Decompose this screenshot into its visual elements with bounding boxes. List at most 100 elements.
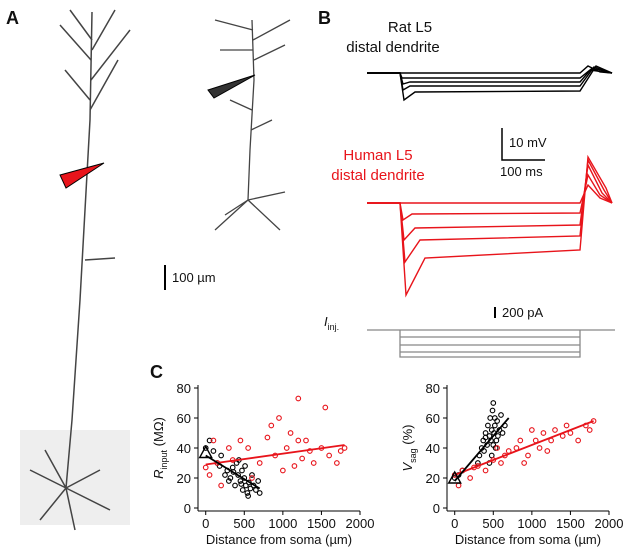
point: [517, 437, 524, 444]
point: [310, 460, 317, 466]
point: [256, 490, 263, 496]
point: [491, 415, 498, 421]
label-unit: (%): [400, 424, 415, 448]
human-traces: [367, 154, 613, 298]
label-unit: (MΩ): [151, 417, 166, 450]
panel-label: C: [150, 362, 163, 382]
label-main: R: [151, 469, 166, 478]
point: [226, 478, 232, 484]
point: [268, 422, 275, 429]
point: [226, 445, 232, 451]
scale-label: 100 ms: [500, 164, 543, 179]
label-sub: inj.: [328, 322, 340, 332]
point: [499, 430, 506, 436]
point: [218, 482, 224, 489]
point: [256, 460, 263, 466]
point: [206, 472, 213, 478]
point: [229, 464, 236, 471]
point: [540, 430, 547, 436]
human-neuron: [29, 9, 131, 531]
triangle-marker: [447, 470, 462, 484]
point: [247, 485, 254, 492]
current-steps: [367, 329, 615, 358]
point: [222, 472, 228, 478]
fit-line: [454, 417, 510, 482]
point: [242, 463, 248, 469]
fit-line: [454, 420, 594, 476]
y-tick-label: 80: [177, 381, 191, 396]
x-tick-label: 2000: [346, 516, 375, 531]
point: [287, 430, 294, 436]
label-sub: input: [159, 449, 169, 469]
point: [498, 460, 504, 466]
y-tick-label: 40: [177, 441, 191, 456]
point: [202, 464, 209, 471]
point: [491, 422, 498, 429]
point: [490, 442, 497, 448]
point: [487, 415, 494, 421]
triangle-marker: [198, 445, 213, 459]
panel-label: A: [6, 8, 19, 28]
point: [291, 463, 298, 469]
point: [218, 452, 224, 459]
x-tick-label: 1000: [268, 516, 297, 531]
point: [536, 445, 543, 451]
point: [245, 493, 251, 499]
x-tick-label: 2000: [595, 516, 624, 531]
panel-label: B: [318, 8, 331, 28]
point: [237, 437, 244, 444]
scale-label: 10 mV: [509, 135, 547, 150]
point: [235, 472, 241, 478]
point: [482, 434, 489, 441]
point: [238, 481, 245, 487]
point: [498, 412, 504, 418]
fit-line: [205, 454, 261, 490]
point: [482, 467, 489, 474]
label-sub: sag: [408, 448, 418, 463]
point: [244, 490, 251, 496]
x-tick-label: 1500: [556, 516, 585, 531]
y-tick-label: 60: [177, 411, 191, 426]
point: [303, 437, 309, 444]
point: [326, 452, 332, 459]
point: [575, 437, 581, 444]
trace-title: distal dendrite: [331, 167, 424, 184]
point: [490, 400, 497, 406]
point: [455, 482, 462, 489]
x-tick-label: 0: [202, 516, 209, 531]
trace-title: distal dendrite: [346, 39, 439, 56]
point: [210, 437, 217, 444]
trace-title: Rat L5: [388, 19, 432, 36]
label-main: I: [324, 314, 328, 329]
fit-line: [205, 444, 345, 466]
point: [322, 404, 329, 411]
point: [467, 475, 473, 481]
y-tick-label: 60: [426, 411, 440, 426]
point: [237, 478, 244, 484]
point: [334, 460, 340, 466]
point: [283, 445, 290, 451]
point: [295, 437, 302, 444]
point: [245, 445, 251, 451]
point: [485, 422, 491, 429]
point: [295, 395, 302, 402]
current-label: Iinj.: [324, 314, 339, 332]
point: [232, 482, 238, 489]
y-tick-label: 40: [426, 441, 440, 456]
point: [495, 433, 501, 439]
point: [481, 448, 487, 454]
x-tick-label: 1000: [517, 516, 546, 531]
point: [494, 445, 500, 451]
electrode: [59, 162, 105, 189]
point: [525, 452, 531, 459]
point: [255, 478, 262, 484]
image-background: [20, 430, 130, 525]
y-tick-label: 0: [184, 501, 191, 516]
point: [341, 445, 348, 451]
x-tick-label: 500: [233, 516, 255, 531]
x-axis-label: Distance from soma (µm): [206, 532, 352, 547]
point: [299, 455, 305, 462]
y-tick-label: 0: [433, 501, 440, 516]
trace-title: Human L5: [343, 147, 412, 164]
